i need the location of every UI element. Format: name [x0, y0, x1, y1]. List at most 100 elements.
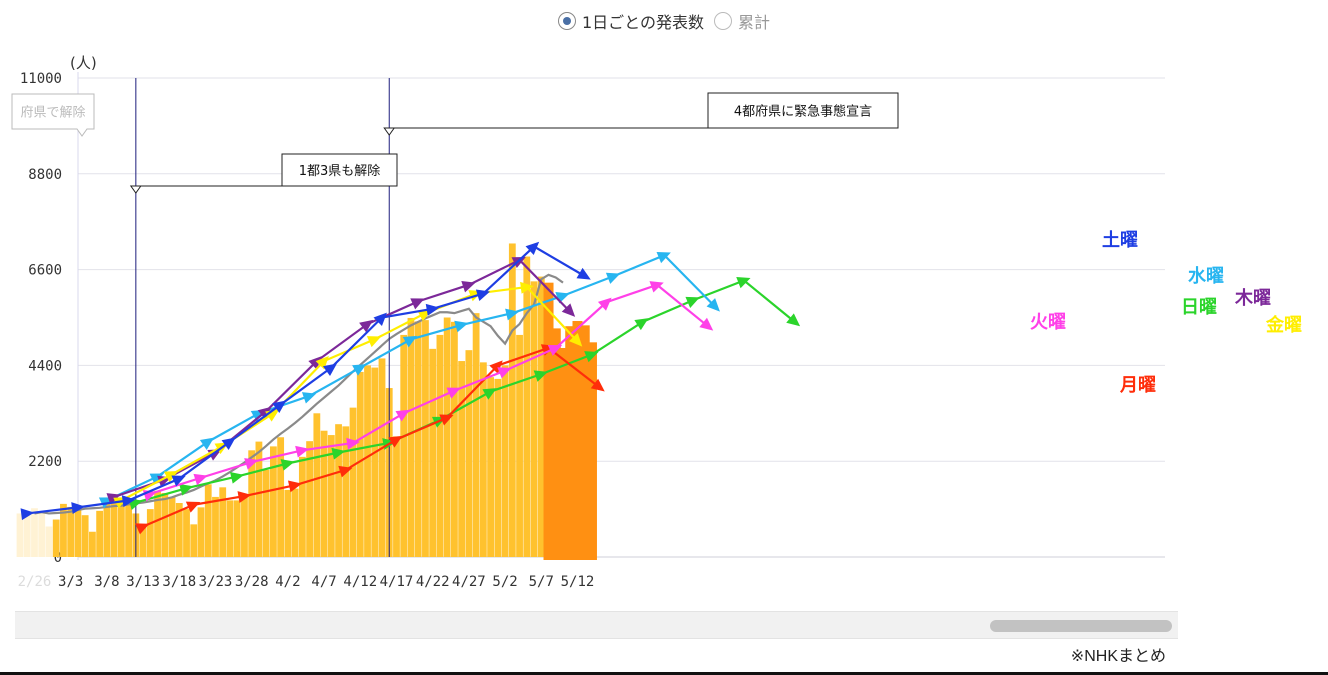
y-tick-label: 0	[54, 550, 62, 566]
series-point-水曜	[656, 251, 671, 264]
series-point-月曜	[185, 501, 201, 513]
bar	[537, 276, 545, 557]
series-point-日曜	[331, 447, 346, 460]
series-point-日曜	[786, 313, 801, 327]
x-tick-label: 4/27	[452, 574, 486, 590]
bar	[161, 492, 169, 557]
bar	[60, 503, 67, 557]
series-point-木曜	[308, 356, 322, 370]
series-point-月曜	[237, 491, 252, 503]
event-callout-box	[11, 93, 95, 137]
series-point-土曜	[373, 312, 387, 326]
bar	[400, 334, 408, 557]
x-tick-label: 3/23	[199, 574, 233, 590]
bar	[241, 496, 248, 557]
series-point-金曜	[569, 332, 583, 347]
series-point-火曜	[497, 367, 512, 379]
bar	[550, 328, 561, 560]
bottom-border	[0, 672, 1328, 675]
bar	[393, 436, 400, 557]
bar	[67, 506, 75, 557]
series-point-土曜	[322, 363, 337, 376]
bar	[516, 334, 523, 557]
bar	[103, 500, 111, 557]
series-point-水曜	[199, 437, 215, 450]
bar	[139, 526, 147, 557]
bar	[335, 424, 342, 557]
seven-day-average-line	[34, 273, 564, 515]
bar	[219, 487, 227, 557]
x-tick-label: 5/2	[492, 574, 517, 590]
x-tick-label: 3/28	[235, 574, 269, 590]
x-tick-label: 5/12	[561, 574, 595, 590]
series-point-火曜	[699, 317, 714, 331]
series-point-金曜	[163, 471, 179, 483]
series-point-火曜	[649, 281, 664, 293]
bar	[110, 499, 118, 557]
x-tick-label: 4/7	[311, 574, 336, 590]
bar	[168, 496, 176, 557]
bar	[501, 365, 509, 557]
bar	[371, 367, 379, 557]
event-callout-label: 府県で解除	[20, 106, 85, 121]
source-note: ※NHKまとめ	[1070, 648, 1166, 665]
series-point-土曜	[71, 502, 85, 515]
radio-unselected-icon[interactable]	[714, 12, 732, 30]
x-tick-label: 4/12	[343, 574, 377, 590]
bar	[313, 413, 321, 557]
bar	[52, 519, 60, 557]
series-point-木曜	[461, 280, 476, 293]
bar	[407, 317, 415, 557]
y-unit-label: (人)	[70, 54, 97, 72]
bar	[96, 510, 104, 557]
series-label-日曜: 日曜	[1181, 297, 1217, 318]
daily-label: 1日ごとの発表数	[581, 13, 704, 32]
bar	[23, 511, 31, 557]
bar	[175, 503, 183, 557]
series-point-木曜	[359, 319, 374, 333]
daily-radio-option[interactable]: 1日ごとの発表数	[557, 9, 704, 33]
series-point-水曜	[352, 364, 367, 376]
bar	[349, 407, 357, 557]
bar	[262, 469, 270, 557]
series-line-月曜	[142, 346, 600, 528]
bar	[320, 430, 328, 557]
series-point-火曜	[597, 297, 612, 311]
series-point-日曜	[280, 459, 295, 471]
y-tick-label: 8800	[28, 167, 62, 183]
bar	[414, 321, 422, 557]
cumulative-radio-option[interactable]: 累計	[714, 9, 770, 33]
series-point-月曜	[388, 435, 403, 448]
series-point-土曜	[576, 267, 591, 280]
bar	[472, 313, 480, 557]
series-point-日曜	[482, 388, 497, 400]
series-point-月曜	[590, 378, 605, 392]
bar	[183, 509, 190, 557]
bar	[204, 484, 212, 557]
series-label-水曜: 水曜	[1188, 265, 1224, 287]
radio-selected-icon[interactable]	[557, 12, 576, 30]
bar	[523, 256, 531, 557]
bar	[89, 531, 96, 557]
bar	[443, 317, 451, 557]
scrollbar-thumb[interactable]	[990, 620, 1172, 632]
series-line-火曜	[149, 283, 709, 495]
series-point-日曜	[179, 484, 194, 496]
series-point-火曜	[295, 445, 310, 458]
series-point-水曜	[505, 308, 520, 321]
series-point-水曜	[301, 392, 317, 404]
series-label-月曜: 月曜	[1119, 375, 1156, 396]
y-tick-label: 2200	[28, 454, 62, 470]
series-point-火曜	[244, 458, 259, 470]
bar	[117, 503, 125, 557]
chart-scrollbar[interactable]	[15, 611, 1178, 639]
series-point-土曜	[20, 508, 35, 521]
series-point-日曜	[229, 471, 245, 484]
series-point-水曜	[454, 320, 469, 333]
series-point-水曜	[706, 298, 720, 312]
series-point-火曜	[193, 473, 208, 486]
series-point-日曜	[736, 277, 751, 289]
bar	[422, 320, 429, 557]
series-point-金曜	[315, 356, 329, 370]
